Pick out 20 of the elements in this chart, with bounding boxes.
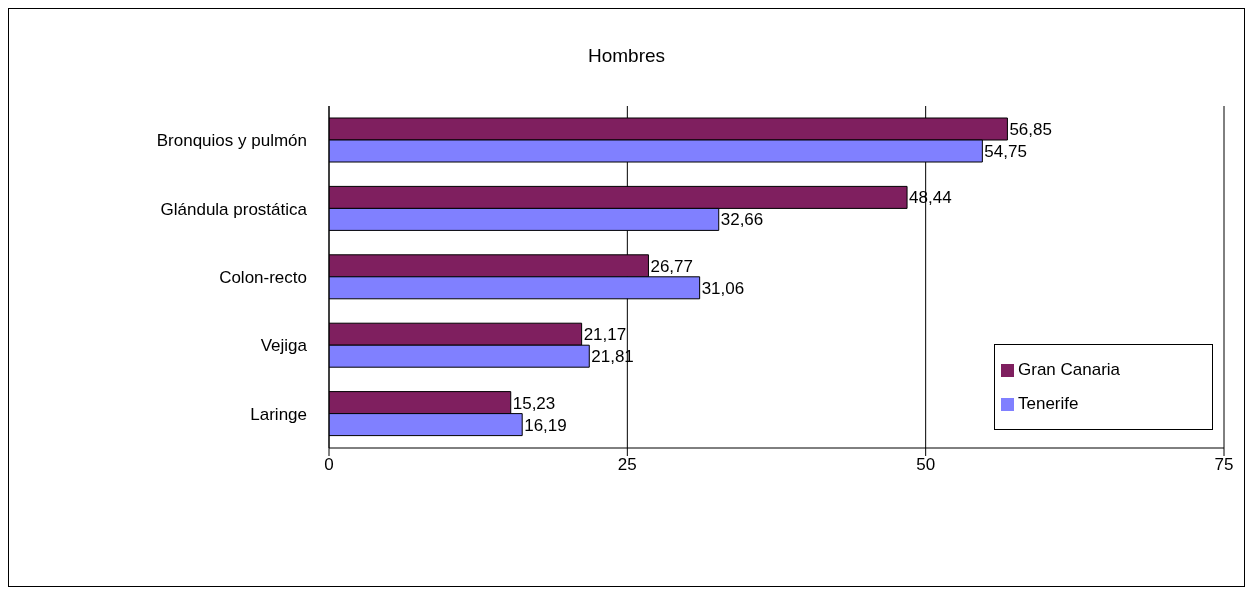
- legend-label: Tenerife: [1018, 394, 1079, 413]
- data-label: 54,75: [984, 142, 1027, 162]
- data-label: 16,19: [524, 415, 567, 435]
- y-tick-label: Laringe: [250, 404, 307, 424]
- data-label: 21,17: [583, 325, 627, 345]
- data-label: 26,77: [650, 256, 693, 276]
- x-tick-label: 75: [1214, 455, 1234, 475]
- data-label: 15,23: [512, 393, 556, 413]
- data-label: 32,66: [720, 210, 764, 230]
- y-tick-label: Vejiga: [260, 336, 308, 356]
- legend-label: Gran Canaria: [1018, 360, 1121, 379]
- chart-title: Hombres: [586, 45, 667, 67]
- data-label: 56,85: [1009, 120, 1052, 140]
- x-tick-label: 25: [617, 455, 637, 475]
- data-label: 31,06: [701, 278, 745, 298]
- x-tick-label: 0: [324, 455, 334, 475]
- y-tick-label: Colon-recto: [219, 268, 307, 288]
- y-tick-label: Bronquios y pulmón: [156, 131, 307, 151]
- y-tick-label: Glándula prostática: [160, 199, 308, 219]
- x-tick-label: 50: [916, 455, 936, 475]
